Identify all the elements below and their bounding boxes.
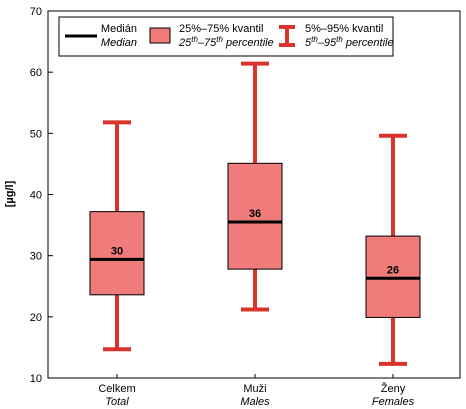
- legend-whisker-en-sup2: th: [336, 35, 343, 44]
- legend-box-en: 25th–75th percentile: [178, 35, 274, 49]
- y-tick-label: 50: [30, 128, 42, 140]
- legend-median-en: Median: [101, 37, 137, 49]
- median-label: 26: [387, 264, 399, 276]
- box-1: 30: [89, 120, 145, 352]
- legend-box: [58, 16, 394, 57]
- y-axis: 10 20 30 40 50 60 70: [30, 6, 53, 385]
- x-category-label-en: Males: [240, 396, 270, 408]
- y-tick-label: 70: [30, 6, 42, 18]
- y-tick-label: 60: [30, 67, 42, 79]
- legend-whisker-swatch: [279, 25, 295, 47]
- median-label: 36: [249, 208, 261, 220]
- legend-whisker-en-mid: –95: [317, 37, 337, 49]
- box-iqr: [227, 162, 283, 270]
- boxes: 30 36 26: [89, 61, 421, 366]
- y-tick-label: 40: [30, 190, 42, 202]
- x-category-label-en: Total: [105, 396, 129, 408]
- x-category-label: Celkem: [98, 383, 135, 395]
- box-iqr: [89, 211, 145, 296]
- legend-box-en-mid: –75: [197, 37, 217, 49]
- y-tick-label: 30: [30, 251, 42, 263]
- legend-whisker-cz: 5%–95% kvantil: [305, 23, 383, 35]
- legend-whisker-en: 5th–95th percentile: [305, 35, 394, 49]
- legend-box-en-post: percentile: [223, 37, 274, 49]
- legend-box-en-sup1: th: [191, 35, 198, 44]
- legend-median-cz: Medián: [101, 23, 137, 35]
- legend-whisker-en-sup1: th: [311, 35, 318, 44]
- median-label: 30: [111, 245, 123, 257]
- y-axis-label: [µg/l]: [4, 180, 16, 207]
- legend-whisker-en-post: percentile: [343, 37, 394, 49]
- y-tick-label: 10: [30, 373, 42, 385]
- legend-box-en-pre: 25: [178, 37, 192, 49]
- box-iqr: [365, 235, 421, 318]
- legend: Medián Median 25%–75% kvantil 25th–75th …: [58, 16, 394, 57]
- legend-box-en-sup2: th: [216, 35, 223, 44]
- x-category-label: Ženy: [381, 382, 406, 395]
- x-category-label: Muži: [243, 383, 266, 395]
- box-2: 36: [227, 61, 283, 312]
- y-tick-label: 20: [30, 312, 42, 324]
- legend-box-swatch: [149, 27, 171, 44]
- x-category-label-en: Females: [372, 396, 415, 408]
- legend-box-cz: 25%–75% kvantil: [179, 23, 263, 35]
- legend-whisker-en-pre: 5: [305, 37, 312, 49]
- box-3: 26: [365, 133, 421, 366]
